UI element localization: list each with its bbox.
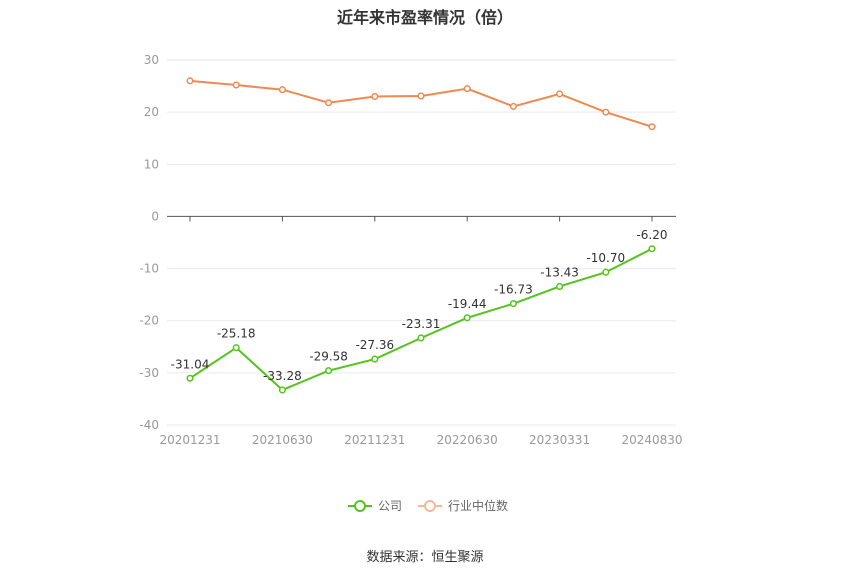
x-axis-ticks: 20201231 20210630 20211231 20220630 20230331… [159, 433, 682, 447]
company-data-point [186, 374, 194, 382]
company-data-label: -16.73 [494, 283, 533, 297]
company-data-label: -31.04 [171, 357, 210, 371]
company-data-point [463, 314, 471, 322]
company-data-point [417, 334, 425, 342]
x-tick-label: 20220630 [437, 433, 498, 447]
company-data-point [556, 282, 564, 291]
industry-data-point [463, 85, 471, 93]
company-data-label: -23.31 [402, 317, 441, 331]
x-tick-label: 20230331 [529, 433, 590, 447]
x-tick-label: 20201231 [159, 433, 220, 447]
company-data-label: -27.36 [355, 338, 394, 352]
industry-data-point [232, 81, 240, 89]
industry-data-point [325, 99, 333, 107]
company-data-label: -13.43 [540, 265, 579, 279]
company-data-point [648, 245, 656, 253]
industry-data-point [417, 92, 425, 100]
y-axis-ticks: 30 20 10 0 -10 -20 -30 -40 [139, 53, 159, 432]
legend-marker-icon [424, 500, 436, 512]
legend-item-industry: 行业中位数 [418, 498, 508, 513]
y-tick-label: 20 [144, 105, 159, 119]
y-tick-label: 10 [144, 157, 159, 171]
data-source: 数据来源：恒生聚源 [366, 550, 484, 565]
company-data-point [325, 367, 333, 375]
x-tick-label: 20211231 [344, 433, 405, 447]
chart-title: 近年来市盈率情况（倍） [336, 8, 513, 27]
legend-marker-icon [354, 500, 366, 512]
company-data-label: -6.20 [636, 228, 667, 242]
y-tick-label: -30 [139, 366, 159, 380]
x-tick-label: 20240830 [621, 433, 682, 447]
industry-data-point [371, 92, 379, 101]
x-tick-label: 20210630 [252, 433, 313, 447]
industry-data-point [602, 108, 610, 116]
company-data-point [278, 386, 286, 394]
industry-data-point [556, 90, 564, 98]
industry-data-point [278, 86, 286, 94]
industry-data-point [648, 123, 656, 131]
legend-label: 行业中位数 [448, 498, 508, 513]
company-data-label: -33.28 [263, 369, 302, 383]
company-data-point [509, 300, 517, 308]
data-labels: -31.04 -25.18 -33.28 -29.58 -27.36 -23.31 -19.… [171, 228, 668, 383]
company-data-point [232, 344, 240, 352]
x-axis [167, 215, 676, 222]
series-lines [189, 79, 653, 392]
company-data-point [371, 355, 379, 363]
series-points [186, 77, 656, 394]
company-data-label: -10.70 [586, 251, 625, 265]
y-tick-label: -10 [139, 262, 159, 276]
gridlines [167, 59, 676, 426]
legend-label: 公司 [378, 499, 402, 513]
y-tick-label: -20 [139, 314, 159, 328]
company-data-point [602, 268, 610, 276]
legend-item-company: 公司 [348, 499, 402, 513]
y-tick-label: 30 [144, 53, 159, 67]
industry-series-line [189, 79, 653, 128]
company-data-label: -29.58 [309, 350, 348, 364]
industry-data-point [186, 77, 194, 85]
company-data-label: -25.18 [217, 327, 256, 341]
company-data-label: -19.44 [448, 297, 487, 311]
industry-data-point [509, 102, 517, 110]
y-tick-label: -40 [139, 418, 159, 432]
legend: 公司 行业中位数 [348, 498, 508, 513]
y-tick-label: 0 [151, 209, 159, 223]
